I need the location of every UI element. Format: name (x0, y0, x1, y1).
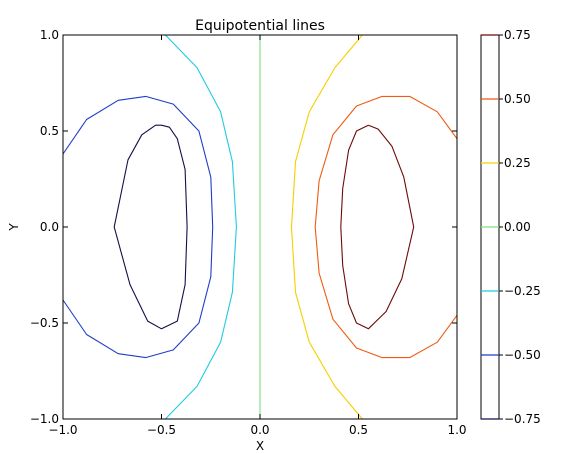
contour-line-4-0 (290, 34, 363, 420)
colorbar-tick-label: 0.00 (504, 220, 531, 234)
y-tick-label: −0.5 (30, 316, 59, 330)
x-tick-label: −0.5 (147, 423, 176, 437)
contour-line-5-0 (314, 95, 458, 359)
colorbar: −0.75 −0.50 −0.25 0.00 0.25 0.50 0.75 (480, 28, 541, 426)
x-axis: −1.0 −0.5 0.0 0.5 1.0 (48, 35, 467, 437)
colorbar-tick-label: −0.75 (504, 412, 541, 426)
contour-line-1-0 (62, 95, 214, 359)
colorbar-tick-label: 0.50 (504, 92, 531, 106)
x-axis-label: X (256, 439, 264, 453)
x-tick-label: 0.0 (250, 423, 269, 437)
y-tick-label: −1.0 (30, 412, 59, 426)
contour-lines (62, 34, 458, 420)
chart-title: Equipotential lines (195, 18, 325, 34)
y-axis: −1.0 −0.5 0.0 0.5 1.0 (30, 28, 457, 426)
colorbar-tick-label: 0.75 (504, 28, 531, 42)
y-tick-label: 0.5 (40, 124, 59, 138)
y-axis-label: Y (7, 223, 21, 232)
contour-line-6-0 (340, 124, 415, 330)
x-tick-label: −1.0 (48, 423, 77, 437)
contour-line-0-0 (113, 124, 188, 330)
colorbar-tick-label: −0.50 (504, 348, 541, 362)
colorbar-tick-label: −0.25 (504, 284, 541, 298)
y-tick-label: 0.0 (40, 220, 59, 234)
y-tick-label: 1.0 (40, 28, 59, 42)
colorbar-tick-label: 0.25 (504, 156, 531, 170)
x-tick-label: 1.0 (447, 423, 466, 437)
x-tick-label: 0.5 (349, 423, 368, 437)
contour-line-2-0 (165, 34, 237, 420)
